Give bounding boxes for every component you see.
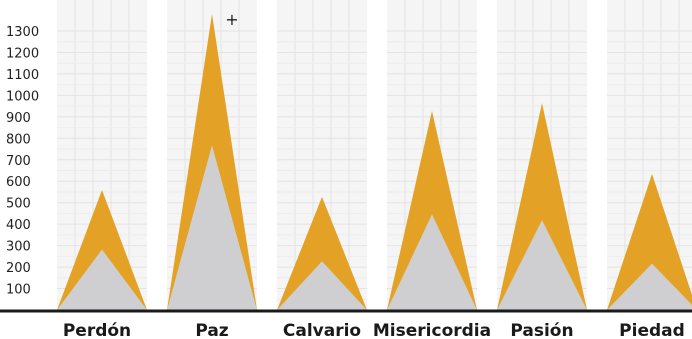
category-panels: [57, 0, 692, 310]
area-series-0-0: [57, 249, 147, 310]
crosshair-cursor: +: [225, 10, 238, 29]
area-series-0-4: [497, 220, 587, 310]
x-tick-label: Calvario: [283, 321, 361, 339]
area-series-1-2: [277, 196, 367, 310]
y-tick-label: 500: [6, 197, 31, 212]
area-series-0-5: [607, 263, 692, 310]
y-axis: 100 200 300 400 500 600 700 800 900 1000 1100 1200 1…: [6, 25, 39, 298]
x-axis: Perdón Paz Calvario Misericordia Pasión Pieda…: [63, 321, 685, 339]
area-series-0-2: [277, 261, 367, 310]
y-tick-label: 800: [6, 132, 31, 147]
y-tick-label: 1200: [6, 46, 39, 61]
area-series-0-1: [167, 145, 257, 310]
x-tick-label: Paz: [195, 321, 228, 339]
series-areas: [57, 14, 692, 311]
y-tick-label: 100: [6, 283, 31, 298]
x-tick-label: Pasión: [510, 321, 573, 339]
y-tick-label: 300: [6, 240, 31, 255]
x-tick-label: Piedad: [619, 321, 685, 339]
y-tick-label: 200: [6, 261, 31, 276]
y-tick-label: 900: [6, 111, 31, 126]
area-series-0-3: [387, 214, 477, 310]
area-series-1-3: [387, 111, 477, 310]
y-tick-label: 400: [6, 218, 31, 233]
x-tick-label: Perdón: [63, 321, 131, 339]
y-tick-label: 1100: [6, 68, 39, 83]
y-tick-label: 1300: [6, 25, 39, 40]
area-series-1-5: [607, 173, 692, 310]
area-series-1-4: [497, 103, 587, 310]
gridlines: [57, 0, 692, 310]
y-tick-label: 600: [6, 175, 31, 190]
x-tick-label: Misericordia: [373, 321, 491, 339]
y-tick-label: 700: [6, 154, 31, 169]
y-tick-label: 1000: [6, 89, 39, 104]
